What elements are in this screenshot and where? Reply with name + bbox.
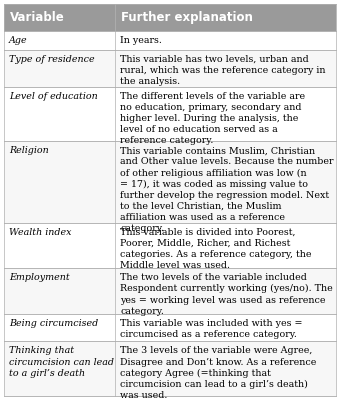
- Bar: [4, 314, 336, 342]
- Text: Wealth index: Wealth index: [9, 228, 71, 237]
- Text: This variable contains Muslim, Christian
and Other value levels. Because the num: This variable contains Muslim, Christian…: [120, 146, 334, 233]
- Text: Further explanation: Further explanation: [121, 11, 253, 24]
- Text: This variable has two levels, urban and
rural, which was the reference category : This variable has two levels, urban and …: [120, 55, 326, 86]
- Bar: [4, 342, 336, 396]
- Bar: [4, 4, 336, 31]
- Bar: [4, 268, 336, 314]
- Bar: [4, 141, 336, 223]
- Text: Level of education: Level of education: [9, 92, 98, 101]
- Text: This variable is divided into Poorest,
Poorer, Middle, Richer, and Richest
categ: This variable is divided into Poorest, P…: [120, 228, 312, 270]
- Bar: [4, 223, 336, 268]
- Text: The 3 levels of the variable were Agree,
Disagree and Don’t know. As a reference: The 3 levels of the variable were Agree,…: [120, 346, 317, 400]
- Text: Thinking that
circumcision can lead
to a girl’s death: Thinking that circumcision can lead to a…: [9, 346, 114, 378]
- Bar: [4, 50, 336, 87]
- Bar: [4, 31, 336, 50]
- Text: Variable: Variable: [10, 11, 65, 24]
- Text: The two levels of the variable included
Respondent currently working (yes/no). T: The two levels of the variable included …: [120, 273, 333, 316]
- Text: Being circumcised: Being circumcised: [9, 319, 98, 328]
- Text: Religion: Religion: [9, 146, 49, 155]
- Text: This variable was included with yes =
circumcised as a reference category.: This variable was included with yes = ci…: [120, 319, 303, 339]
- Text: The different levels of the variable are
no education, primary, secondary and
hi: The different levels of the variable are…: [120, 92, 305, 145]
- Text: Type of residence: Type of residence: [9, 55, 95, 64]
- Text: In years.: In years.: [120, 36, 162, 45]
- Text: Age: Age: [9, 36, 28, 45]
- Bar: [4, 87, 336, 141]
- Text: Employment: Employment: [9, 273, 70, 282]
